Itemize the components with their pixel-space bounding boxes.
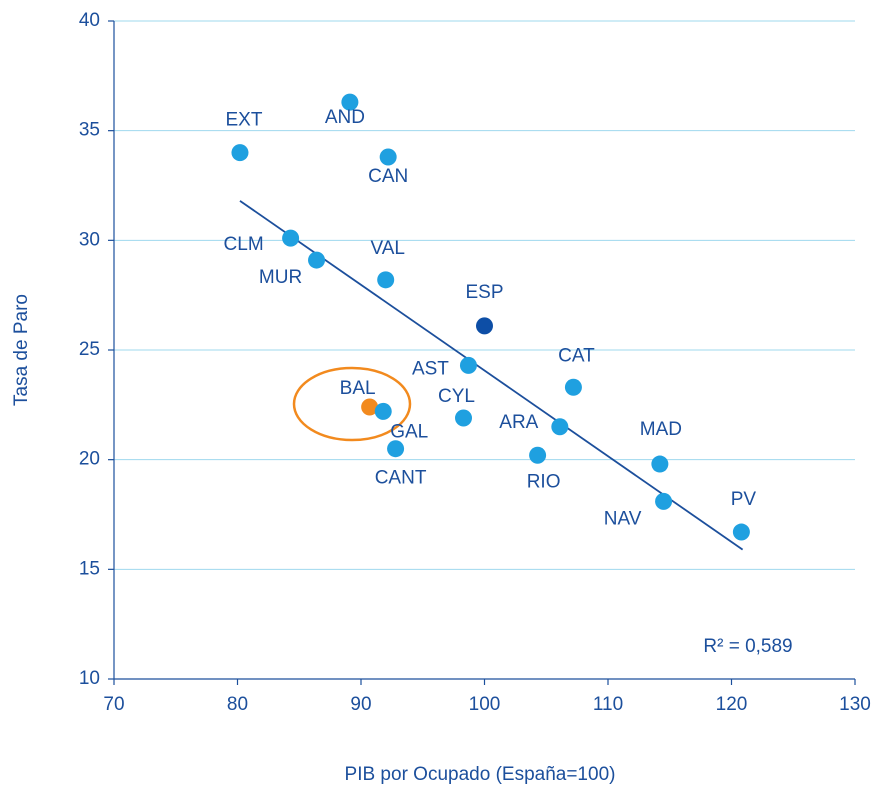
x-tick-label: 90 (350, 694, 371, 715)
point (231, 144, 249, 162)
point (379, 148, 397, 166)
point-label: CLM (224, 234, 264, 255)
point (476, 317, 493, 335)
point-label: VAL (370, 238, 405, 259)
point-label: CANT (375, 468, 427, 489)
x-tick-label: 120 (716, 694, 748, 715)
y-axis-title: Tasa de Paro (11, 294, 32, 406)
y-tick-label: 15 (79, 558, 100, 579)
point-label: MUR (259, 267, 302, 288)
highlight-ellipse (292, 366, 412, 442)
y-tick-label: 10 (79, 668, 100, 689)
point (341, 93, 359, 111)
point-label: ARA (499, 412, 538, 433)
point (377, 271, 395, 289)
point (529, 446, 547, 464)
x-tick-label: 130 (839, 694, 871, 715)
point (651, 455, 669, 473)
y-tick-label: 35 (79, 120, 100, 141)
point-label: CAT (558, 345, 595, 366)
point-label: GAL (390, 421, 428, 442)
point (282, 229, 300, 247)
point (387, 440, 405, 458)
point-label: PV (731, 489, 757, 510)
point-label: EXT (225, 110, 262, 131)
point-label: MAD (640, 419, 682, 440)
x-tick-label: 80 (227, 694, 248, 715)
point (308, 251, 326, 269)
point (551, 418, 569, 436)
point (564, 378, 582, 396)
trendline-label: R² = 0,589 (703, 636, 792, 657)
point (374, 402, 392, 420)
y-tick-label: 25 (79, 339, 100, 360)
point-label: CYL (438, 386, 475, 407)
x-tick-label: 70 (103, 694, 124, 715)
point-label: RIO (527, 471, 561, 492)
point-label: BAL (340, 378, 376, 399)
x-tick-label: 110 (593, 694, 623, 715)
point-label: AST (412, 358, 449, 379)
y-tick-label: 30 (79, 229, 100, 250)
y-tick-label: 20 (79, 449, 100, 470)
x-tick-label: 100 (469, 694, 501, 715)
point-label: ESP (465, 282, 503, 303)
x-axis-title: PIB por Ocupado (España=100) (345, 764, 616, 785)
point-label: AND (325, 107, 365, 128)
y-tick-label: 40 (79, 10, 100, 31)
point (361, 398, 379, 416)
point (732, 523, 750, 541)
point-label: CAN (368, 166, 408, 187)
point (459, 356, 477, 374)
point (455, 409, 473, 427)
point (655, 492, 673, 510)
point-label: NAV (604, 508, 642, 529)
